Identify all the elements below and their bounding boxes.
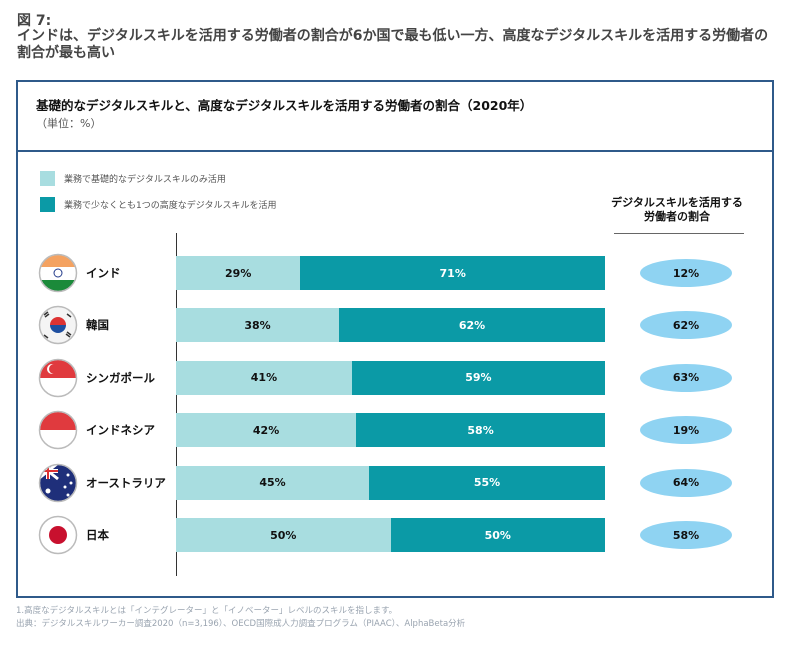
side-value-ellipse: 19% bbox=[640, 416, 732, 445]
figure-label: 図 7: bbox=[17, 13, 52, 29]
chart-box: 基礎的なデジタルスキルと、高度なデジタルスキルを活用する労働者の割合（2020年… bbox=[16, 80, 774, 598]
side-value-ellipse: 12% bbox=[640, 259, 732, 287]
legend-label: 業務で少なくとも1つの高度なデジタルスキルを活用 bbox=[64, 201, 277, 211]
bar-advanced: 71% bbox=[300, 256, 605, 290]
bar-basic: 50% bbox=[176, 518, 391, 552]
bar-advanced: 50% bbox=[390, 518, 605, 552]
india-flag-icon bbox=[38, 253, 78, 293]
legend-item-advanced: 業務で少なくとも1つの高度なデジタルスキルを活用 bbox=[40, 197, 277, 212]
legend-swatch-advanced bbox=[40, 197, 55, 212]
bar-advanced: 58% bbox=[356, 413, 605, 448]
data-label: 50% bbox=[270, 528, 297, 542]
data-label: 45% bbox=[259, 476, 286, 490]
singapore-flag-icon bbox=[38, 358, 78, 398]
side-column-divider bbox=[614, 233, 744, 234]
data-label: 58% bbox=[467, 423, 494, 437]
data-label: 38% bbox=[244, 318, 271, 332]
data-label: 59% bbox=[465, 371, 492, 385]
bar-advanced: 59% bbox=[351, 360, 605, 395]
category-label: 日本 bbox=[86, 528, 109, 542]
bar-advanced: 55% bbox=[369, 465, 605, 500]
bar-advanced: 62% bbox=[339, 308, 605, 343]
data-label: 71% bbox=[439, 266, 466, 280]
data-label: 62% bbox=[458, 318, 486, 332]
bar-basic: 41% bbox=[176, 360, 352, 395]
category-label: オーストラリア bbox=[86, 475, 166, 490]
indonesia-flag-icon bbox=[38, 410, 78, 450]
data-label: 41% bbox=[250, 371, 278, 385]
japan-flag-icon bbox=[38, 515, 78, 555]
bar-basic: 42% bbox=[176, 413, 357, 448]
unit-label: （単位：%） bbox=[36, 117, 102, 130]
side-value-ellipse: 63% bbox=[640, 363, 732, 392]
data-label: 42% bbox=[252, 423, 280, 437]
legend-swatch-basic bbox=[40, 171, 55, 186]
data-label: 55% bbox=[473, 476, 501, 490]
category-label: インドネシア bbox=[86, 423, 155, 438]
side-value-ellipse: 58% bbox=[640, 521, 732, 549]
chart-header: 基礎的なデジタルスキルと、高度なデジタルスキルを活用する労働者の割合（2020年… bbox=[18, 82, 772, 152]
bar-basic: 38% bbox=[176, 308, 340, 343]
bar-basic: 29% bbox=[176, 256, 301, 290]
source-note: 出典：デジタルスキルワーカー調査2020（n=3,196）、OECD国際成人力調… bbox=[16, 619, 466, 629]
australia-flag-icon bbox=[38, 463, 78, 503]
bar-basic: 45% bbox=[176, 465, 370, 500]
y-axis-line bbox=[176, 233, 177, 576]
chart-title: 基礎的なデジタルスキルと、高度なデジタルスキルを活用する労働者の割合（2020年… bbox=[36, 98, 533, 113]
data-label: 29% bbox=[225, 266, 252, 280]
side-column-header: デジタルスキルを活用する労働者の割合 bbox=[611, 196, 743, 223]
korea-flag-icon bbox=[38, 305, 78, 345]
side-value-ellipse: 64% bbox=[640, 468, 732, 497]
footnote: 1.高度なデジタルスキルとは「インテグレーター」と「イノベーター」レベルのスキル… bbox=[16, 606, 398, 616]
figure-title: インドは、デジタルスキルを活用する労働者の割合が6か国で最も低い一方、高度なデジ… bbox=[17, 28, 769, 61]
category-label: シンガポール bbox=[86, 370, 155, 385]
legend-label: 業務で基礎的なデジタルスキルのみ活用 bbox=[64, 175, 226, 185]
category-label: 韓国 bbox=[86, 318, 109, 333]
data-label: 50% bbox=[484, 528, 511, 542]
category-label: インド bbox=[86, 266, 121, 280]
legend-item-basic: 業務で基礎的なデジタルスキルのみ活用 bbox=[40, 171, 226, 186]
side-value-ellipse: 62% bbox=[640, 311, 732, 340]
